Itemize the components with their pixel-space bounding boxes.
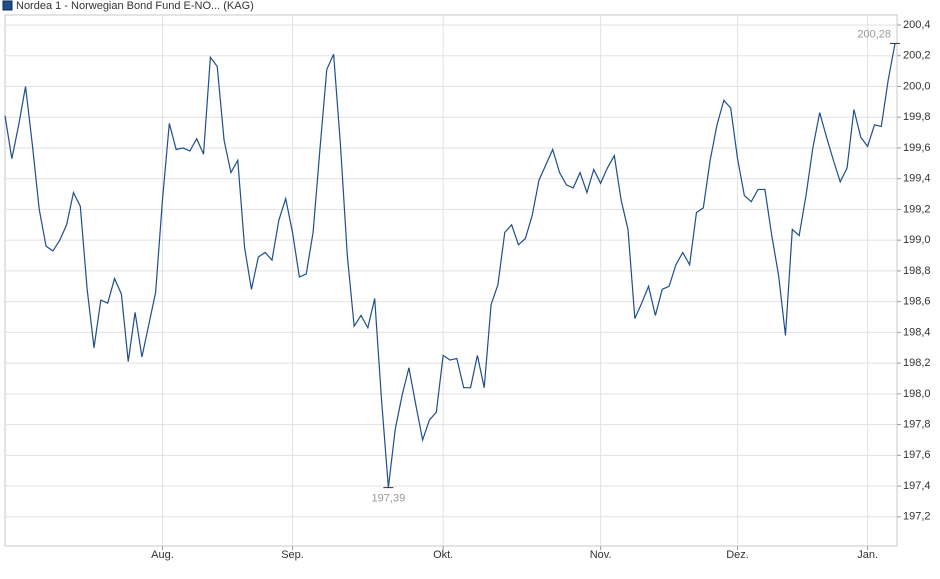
y-tick-label: 197,2 xyxy=(903,511,931,523)
y-tick-label: 199,4 xyxy=(903,173,931,185)
y-tick-label: 200,0 xyxy=(903,80,931,92)
y-tick-label: 199,2 xyxy=(903,203,931,215)
y-tick-label: 197,8 xyxy=(903,418,931,430)
y-tick-label: 198,4 xyxy=(903,326,931,338)
y-tick-label: 198,8 xyxy=(903,265,931,277)
x-tick-label: Okt. xyxy=(433,549,453,561)
chart-title: Nordea 1 - Norwegian Bond Fund E-NO... (… xyxy=(16,0,254,12)
legend-swatch xyxy=(2,0,13,11)
x-tick-label: Jan. xyxy=(857,549,878,561)
y-tick-label: 199,0 xyxy=(903,234,931,246)
value-label: 197,39 xyxy=(372,493,406,505)
y-tick-label: 198,2 xyxy=(903,357,931,369)
y-tick-label: 199,6 xyxy=(903,142,931,154)
y-tick-label: 197,6 xyxy=(903,449,931,461)
price-line xyxy=(4,43,896,488)
x-tick-label: Sep. xyxy=(281,549,304,561)
plot-area xyxy=(4,14,898,547)
y-tick-label: 197,4 xyxy=(903,480,931,492)
y-tick-label: 200,2 xyxy=(903,50,931,62)
x-tick-label: Dez. xyxy=(726,549,749,561)
y-tick-label: 199,8 xyxy=(903,111,931,123)
x-tick-label: Nov. xyxy=(590,549,612,561)
x-tick-label: Aug. xyxy=(151,549,174,561)
y-tick-label: 200,4 xyxy=(903,19,931,31)
y-tick-label: 198,0 xyxy=(903,388,931,400)
y-tick-label: 198,6 xyxy=(903,296,931,308)
value-label: 200,28 xyxy=(857,28,891,40)
